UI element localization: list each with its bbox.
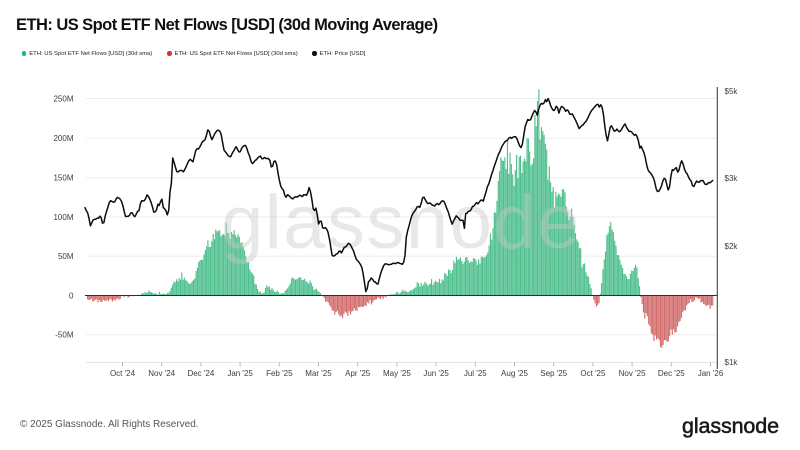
svg-text:Dec '25: Dec '25 — [658, 369, 685, 378]
svg-text:$5k: $5k — [725, 87, 739, 96]
svg-text:Dec '24: Dec '24 — [187, 369, 214, 378]
svg-text:$2k: $2k — [725, 242, 739, 251]
svg-text:$1k: $1k — [725, 358, 739, 367]
svg-text:Feb '25: Feb '25 — [266, 369, 293, 378]
svg-text:Nov '25: Nov '25 — [619, 369, 646, 378]
svg-text:Aug '25: Aug '25 — [501, 369, 528, 378]
svg-text:-50M: -50M — [55, 331, 74, 340]
svg-text:250M: 250M — [53, 94, 73, 103]
svg-text:200M: 200M — [53, 134, 73, 143]
svg-text:150M: 150M — [53, 174, 73, 183]
svg-text:0: 0 — [69, 291, 74, 300]
svg-text:100M: 100M — [53, 213, 73, 222]
svg-text:Jan '25: Jan '25 — [227, 369, 253, 378]
svg-text:50M: 50M — [58, 252, 74, 261]
svg-text:Jan '26: Jan '26 — [698, 369, 724, 378]
svg-text:Jul '25: Jul '25 — [464, 369, 487, 378]
svg-text:Mar '25: Mar '25 — [305, 369, 332, 378]
svg-text:Oct '25: Oct '25 — [580, 369, 606, 378]
svg-text:Nov '24: Nov '24 — [148, 369, 175, 378]
svg-text:May '25: May '25 — [383, 369, 411, 378]
svg-text:Sep '25: Sep '25 — [540, 369, 567, 378]
svg-text:$3k: $3k — [725, 174, 739, 183]
svg-text:Apr '25: Apr '25 — [345, 369, 371, 378]
svg-text:Oct '24: Oct '24 — [110, 369, 136, 378]
svg-text:glassnode: glassnode — [221, 180, 581, 265]
svg-text:Jun '25: Jun '25 — [423, 369, 449, 378]
